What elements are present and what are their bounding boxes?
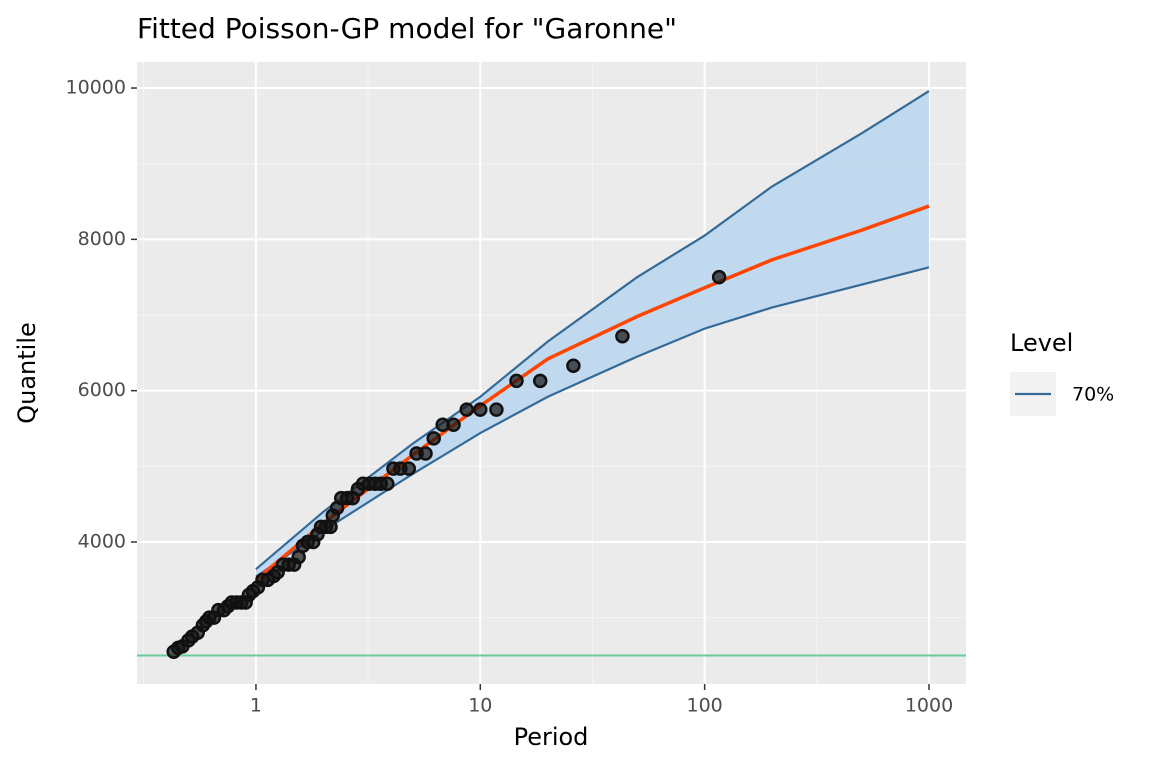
legend-label: 70%: [1072, 384, 1114, 406]
data-point: [615, 328, 630, 344]
x-tick-label: 100: [687, 695, 723, 717]
data-point: [473, 402, 488, 417]
legend-title: Level: [1010, 329, 1073, 357]
y-tick-label: 4000: [78, 530, 126, 552]
data-point: [509, 373, 524, 389]
data-point: [532, 373, 548, 389]
y-axis-title: Quantile: [13, 322, 41, 424]
chart-title: Fitted Poisson-GP model for "Garonne": [137, 12, 677, 45]
data-point: [426, 431, 441, 446]
ci-lower-line: [255, 266, 930, 578]
y-tick-label: 8000: [78, 228, 126, 250]
data-point: [380, 476, 395, 491]
data-point: [489, 402, 504, 417]
data-point: [401, 461, 417, 476]
data-point: [459, 402, 474, 417]
y-tick-label: 6000: [78, 379, 126, 401]
data-point: [446, 417, 461, 432]
data-point: [323, 519, 338, 535]
data-point: [418, 446, 433, 461]
x-tick-label: 1000: [905, 695, 953, 717]
data-point: [566, 358, 581, 373]
data-point: [711, 269, 727, 285]
x-tick-label: 1: [250, 695, 262, 717]
y-tick-label: 10000: [66, 77, 126, 99]
x-tick-label: 10: [468, 695, 492, 717]
x-axis-title: Period: [514, 723, 589, 751]
